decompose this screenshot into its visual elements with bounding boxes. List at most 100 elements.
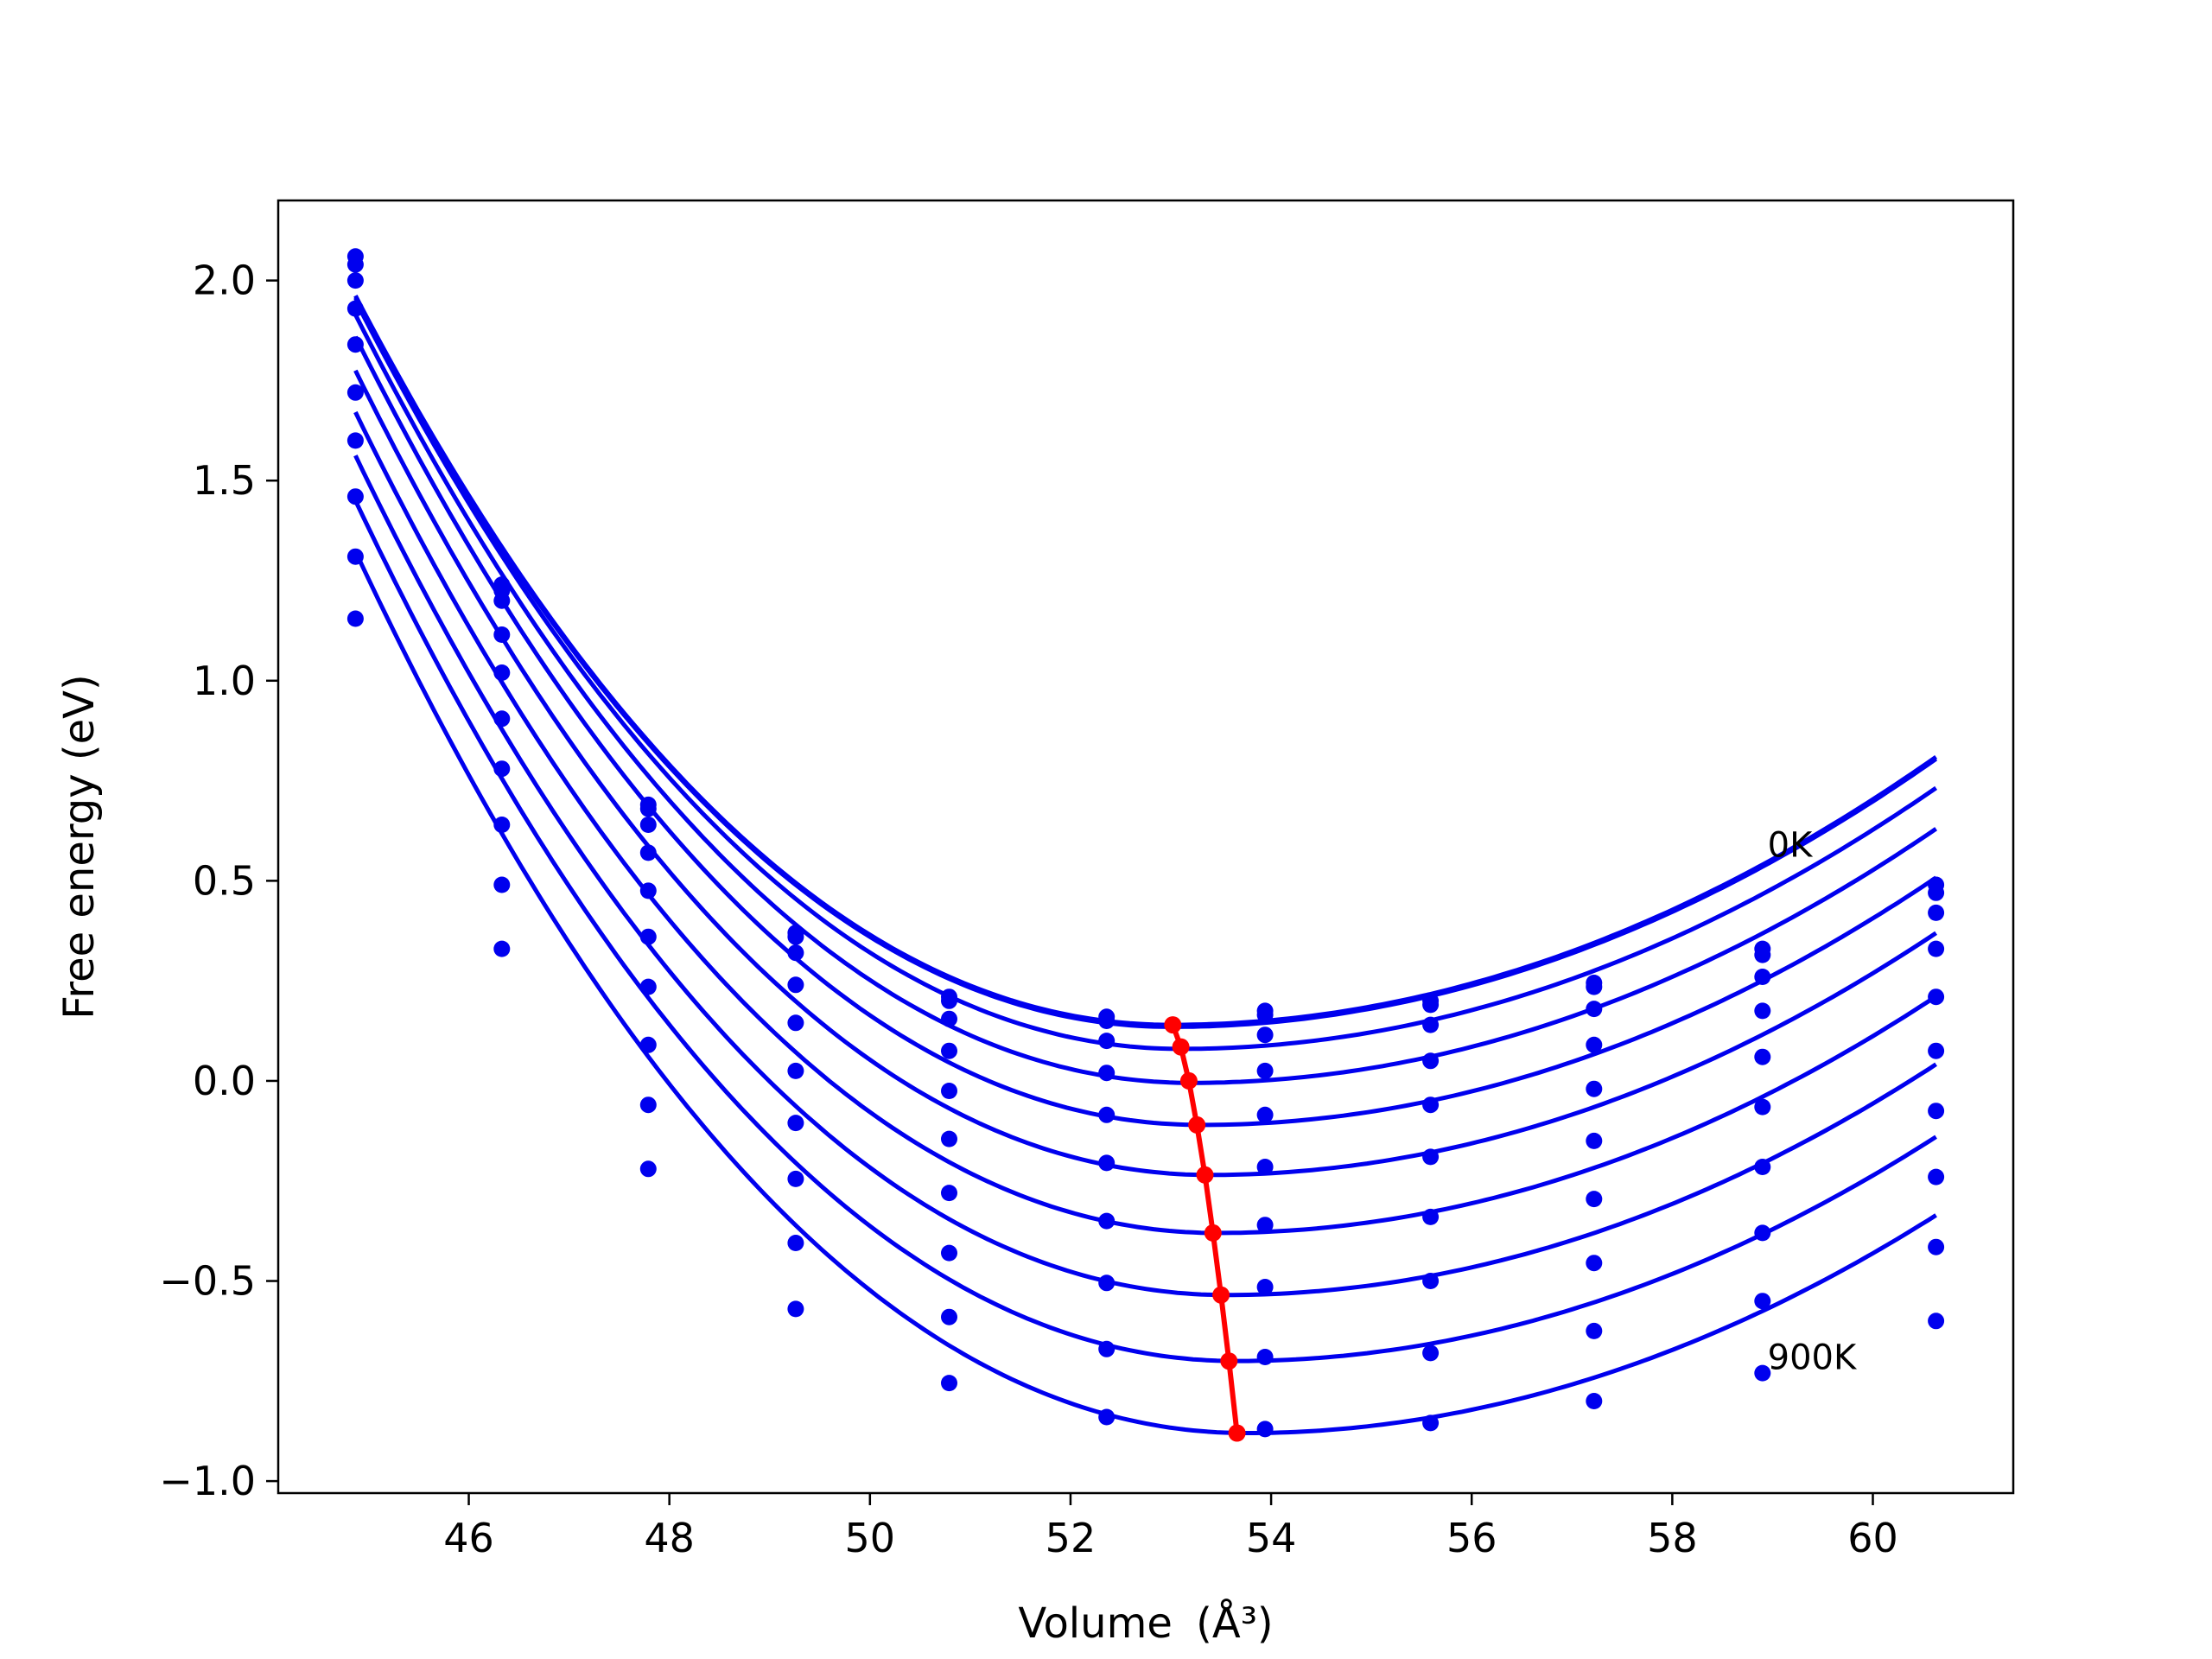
x-axis-label: Volume (Å³) bbox=[1018, 1599, 1273, 1648]
data-point-6-9 bbox=[1754, 1159, 1771, 1175]
data-point-5-6 bbox=[1256, 1159, 1274, 1175]
data-point-6-3 bbox=[787, 1115, 804, 1132]
data-point-7-5 bbox=[1098, 1274, 1116, 1292]
fit-curve-1 bbox=[353, 296, 1938, 1029]
data-point-9-1 bbox=[493, 940, 511, 957]
data-point-3-4 bbox=[941, 1042, 957, 1059]
data-point-8-1 bbox=[493, 876, 511, 893]
minimum-point-8 bbox=[1228, 1424, 1246, 1442]
y-axis-label: Free energy (eV) bbox=[55, 674, 104, 1019]
data-point-6-10 bbox=[1928, 1103, 1945, 1120]
data-point-1-3 bbox=[787, 928, 804, 945]
data-point-7-4 bbox=[941, 1244, 957, 1262]
data-point-8-5 bbox=[1098, 1340, 1116, 1357]
data-point-1-2 bbox=[639, 800, 657, 817]
data-points bbox=[346, 248, 1945, 1438]
fit-curves bbox=[353, 295, 1938, 1435]
fit-curve-2 bbox=[353, 299, 1938, 1052]
data-point-2-8 bbox=[1586, 1001, 1603, 1018]
data-point-1-7 bbox=[1422, 996, 1440, 1014]
data-point-2-0 bbox=[346, 272, 364, 289]
curve-annotations: 0K 900K bbox=[1768, 826, 1858, 1378]
data-point-9-2 bbox=[639, 1160, 657, 1178]
data-point-9-4 bbox=[941, 1375, 957, 1392]
data-point-3-7 bbox=[1422, 1052, 1440, 1070]
data-point-8-3 bbox=[787, 1235, 804, 1251]
data-point-5-2 bbox=[639, 928, 657, 945]
data-point-6-8 bbox=[1586, 1191, 1603, 1208]
data-point-7-9 bbox=[1754, 1224, 1771, 1242]
data-point-1-6 bbox=[1256, 1007, 1274, 1023]
data-point-9-8 bbox=[1586, 1393, 1603, 1409]
y-tick-label-0: −1.0 bbox=[159, 1458, 256, 1504]
data-point-3-6 bbox=[1256, 1062, 1274, 1079]
minimum-point-1 bbox=[1172, 1038, 1190, 1056]
x-tick-label-4: 54 bbox=[1246, 1515, 1297, 1561]
data-point-8-4 bbox=[941, 1308, 957, 1325]
data-point-2-10 bbox=[1928, 904, 1945, 921]
data-point-8-10 bbox=[1928, 1238, 1945, 1255]
data-point-4-0 bbox=[346, 336, 364, 353]
data-point-1-9 bbox=[1754, 946, 1771, 963]
data-point-3-0 bbox=[346, 300, 364, 317]
data-point-6-7 bbox=[1422, 1208, 1440, 1225]
data-point-8-0 bbox=[346, 548, 364, 565]
data-point-7-10 bbox=[1928, 1168, 1945, 1185]
data-point-7-6 bbox=[1256, 1279, 1274, 1295]
fit-curve-9 bbox=[353, 550, 1937, 1435]
minimum-point-6 bbox=[1212, 1286, 1230, 1304]
data-point-6-6 bbox=[1256, 1217, 1274, 1234]
fit-curve-3 bbox=[353, 314, 1938, 1085]
plot-frame bbox=[276, 199, 2015, 1495]
data-point-6-5 bbox=[1098, 1212, 1116, 1230]
y-tick-label-5: 1.5 bbox=[193, 457, 256, 504]
data-point-8-2 bbox=[639, 1096, 657, 1114]
data-point-5-9 bbox=[1754, 1098, 1771, 1116]
data-point-2-9 bbox=[1754, 969, 1771, 985]
x-tick-label-7: 60 bbox=[1847, 1515, 1898, 1561]
y-tick-label-3: 0.5 bbox=[193, 857, 256, 904]
minimum-path bbox=[1164, 1016, 1246, 1442]
data-point-1-0 bbox=[346, 256, 364, 273]
fit-curve-6 bbox=[353, 410, 1937, 1236]
data-point-5-7 bbox=[1422, 1148, 1440, 1166]
data-point-7-1 bbox=[493, 817, 511, 833]
data-point-9-3 bbox=[787, 1300, 804, 1318]
curve-annotation-1: 900K bbox=[1768, 1338, 1858, 1377]
data-point-8-6 bbox=[1256, 1349, 1274, 1365]
y-tick-label-6: 2.0 bbox=[193, 257, 256, 304]
data-point-1-5 bbox=[1098, 1013, 1116, 1029]
minimum-point-5 bbox=[1204, 1224, 1222, 1242]
data-point-8-8 bbox=[1586, 1322, 1603, 1339]
data-point-4-1 bbox=[493, 664, 511, 681]
data-point-1-4 bbox=[941, 992, 957, 1009]
data-point-3-3 bbox=[787, 976, 804, 994]
data-point-3-9 bbox=[1754, 1002, 1771, 1020]
data-point-6-4 bbox=[941, 1185, 957, 1202]
data-point-7-3 bbox=[787, 1170, 804, 1187]
x-tick-label-0: 46 bbox=[443, 1515, 494, 1561]
data-point-9-6 bbox=[1256, 1421, 1274, 1438]
data-point-2-1 bbox=[493, 592, 511, 609]
minimum-point-2 bbox=[1179, 1071, 1198, 1090]
data-point-9-7 bbox=[1422, 1414, 1440, 1432]
minimum-point-3 bbox=[1188, 1116, 1206, 1134]
data-point-2-2 bbox=[639, 817, 657, 833]
x-tick-label-6: 58 bbox=[1647, 1515, 1698, 1561]
data-point-6-1 bbox=[493, 760, 511, 778]
x-tick-label-2: 50 bbox=[845, 1515, 896, 1561]
data-point-8-9 bbox=[1754, 1293, 1771, 1310]
x-axis-label-unit: (Å³) bbox=[1196, 1599, 1274, 1648]
fit-curve-7 bbox=[353, 454, 1937, 1298]
minimum-point-4 bbox=[1196, 1166, 1214, 1184]
x-tick-label-1: 48 bbox=[644, 1515, 695, 1561]
data-point-4-5 bbox=[1098, 1106, 1116, 1123]
data-point-5-10 bbox=[1928, 1042, 1945, 1059]
data-point-6-0 bbox=[346, 432, 364, 449]
data-point-3-2 bbox=[639, 844, 657, 861]
data-point-5-4 bbox=[941, 1130, 957, 1147]
data-point-4-7 bbox=[1422, 1096, 1440, 1114]
curve-annotation-0: 0K bbox=[1768, 826, 1814, 866]
